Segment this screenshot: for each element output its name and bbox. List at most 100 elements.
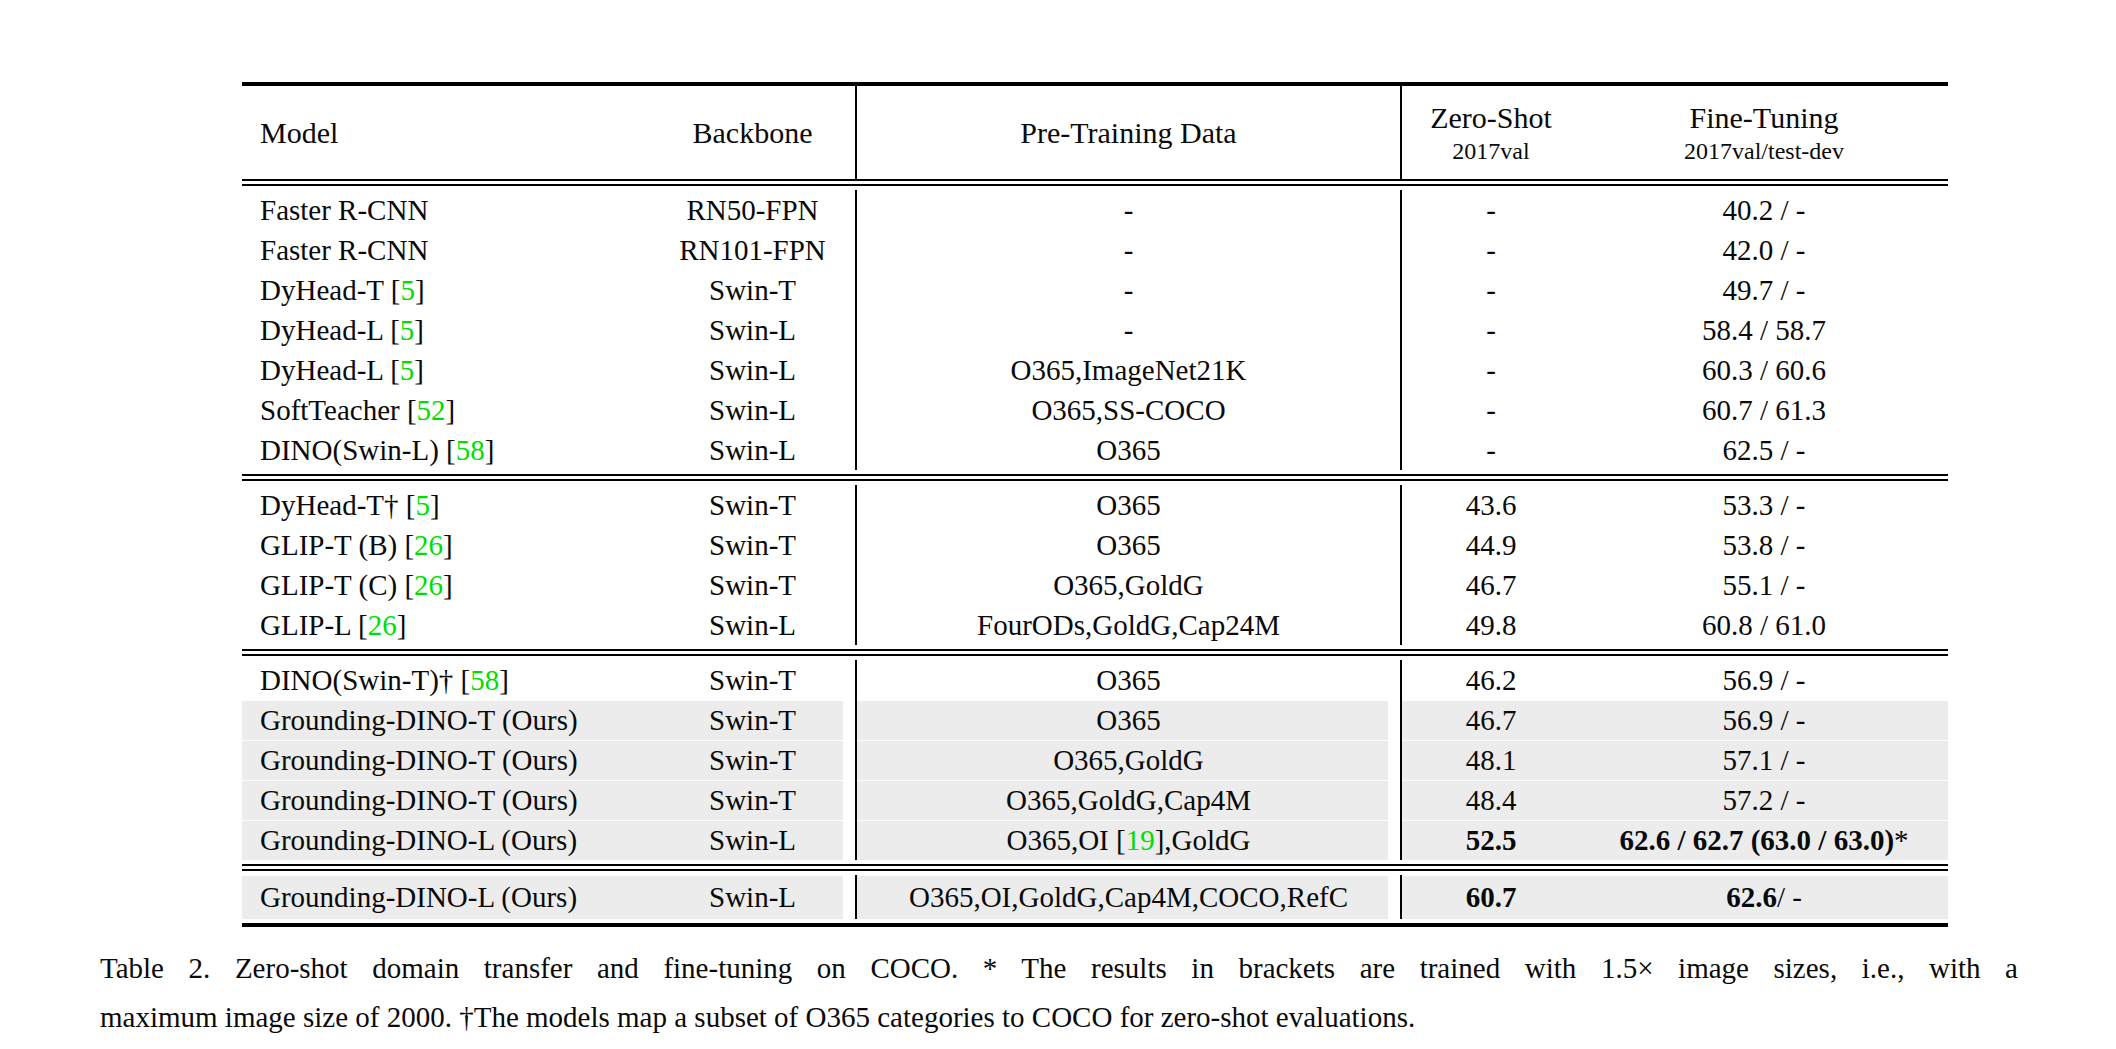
cell-model: DyHead-L [5] <box>242 310 650 350</box>
column-header-zero-shot: Zero-Shot 2017val <box>1400 86 1580 179</box>
cell-backbone: Swin-T <box>650 780 855 820</box>
cell-text: 52.5 <box>1466 824 1517 857</box>
cell-fine-tuning-ap: 60.3 / 60.6 <box>1580 350 1948 390</box>
fine-tuning-subtitle: 2017val/test-dev <box>1684 136 1844 166</box>
cell-text: ] <box>414 314 424 347</box>
cell-pretraining-data: O365 <box>855 525 1400 565</box>
cell-fine-tuning-ap: 57.2 / - <box>1580 780 1948 820</box>
column-header-fine-tuning: Fine-Tuning 2017val/test-dev <box>1580 86 1948 179</box>
cell-pretraining-data: - <box>855 310 1400 350</box>
cell-model: SoftTeacher [52] <box>242 390 650 430</box>
table-block-zero-shot-models: DyHead-T† [5]Swin-TO36543.653.3 / -GLIP-… <box>242 481 1948 649</box>
cell-backbone: RN101-FPN <box>650 230 855 270</box>
cell-zero-shot-ap: 49.8 <box>1400 605 1580 645</box>
citation-number: 5 <box>400 274 415 307</box>
table-row: SoftTeacher [52]Swin-LO365,SS-COCO-60.7 … <box>242 390 1948 430</box>
cell-model: Grounding-DINO-T (Ours) <box>242 740 650 780</box>
cell-fine-tuning-ap: 40.2 / - <box>1580 190 1948 230</box>
cell-fine-tuning-ap: 49.7 / - <box>1580 270 1948 310</box>
cell-pretraining-data: FourODs,GoldG,Cap24M <box>855 605 1400 645</box>
cell-pretraining-data: - <box>855 190 1400 230</box>
cell-pretraining-data: O365,GoldG,Cap4M <box>855 780 1400 820</box>
table-bottom-rule <box>242 923 1948 927</box>
cell-zero-shot-ap: - <box>1400 230 1580 270</box>
cell-backbone: Swin-L <box>650 875 855 919</box>
table-row: Faster R-CNNRN50-FPN--40.2 / - <box>242 190 1948 230</box>
cell-backbone: Swin-T <box>650 270 855 310</box>
cell-text: / - <box>1777 881 1802 914</box>
table-row: DyHead-L [5]Swin-L--58.4 / 58.7 <box>242 310 1948 350</box>
cell-text: Grounding-DINO-T (Ours) <box>260 784 578 817</box>
cell-text: ] <box>430 489 440 522</box>
cell-text: Faster R-CNN <box>260 194 428 227</box>
citation-number: 5 <box>415 489 430 522</box>
caption-line-1: Table 2. Zero-shot domain transfer and f… <box>100 944 2018 993</box>
cell-fine-tuning-ap: 53.3 / - <box>1580 485 1948 525</box>
cell-text: O365,OI [ <box>1006 824 1125 857</box>
column-header-backbone: Backbone <box>650 86 855 179</box>
table-row: GLIP-L [26]Swin-LFourODs,GoldG,Cap24M49.… <box>242 605 1948 645</box>
cell-zero-shot-ap: - <box>1400 310 1580 350</box>
cell-text: ],GoldG <box>1155 824 1251 857</box>
cell-model: Faster R-CNN <box>242 230 650 270</box>
cell-fine-tuning-ap: 56.9 / - <box>1580 700 1948 740</box>
cell-text: ] <box>499 664 509 697</box>
citation-number: 58 <box>456 434 485 467</box>
cell-backbone: Swin-T <box>650 525 855 565</box>
cell-fine-tuning-ap: 57.1 / - <box>1580 740 1948 780</box>
cell-text: Faster R-CNN <box>260 234 428 267</box>
cell-zero-shot-ap: 46.7 <box>1400 565 1580 605</box>
table-block-grounding-dino: DINO(Swin-T)† [58]Swin-TO36546.256.9 / -… <box>242 656 1948 864</box>
table-block-grounding-dino-full-data: Grounding-DINO-L (Ours)Swin-LO365,OI,Gol… <box>242 871 1948 923</box>
block-separator-rule <box>242 474 1948 481</box>
cell-text: Grounding-DINO-T (Ours) <box>260 704 578 737</box>
cell-zero-shot-ap: 48.4 <box>1400 780 1580 820</box>
cell-text: DyHead-L [ <box>260 314 400 347</box>
table-row: Grounding-DINO-T (Ours)Swin-TO36546.756.… <box>242 700 1948 740</box>
cell-model: GLIP-T (B) [26] <box>242 525 650 565</box>
cell-backbone: Swin-T <box>650 660 855 700</box>
cell-zero-shot-ap: 60.7 <box>1400 875 1580 919</box>
cell-pretraining-data: O365 <box>855 485 1400 525</box>
cell-pretraining-data: O365 <box>855 430 1400 470</box>
cell-zero-shot-ap: 43.6 <box>1400 485 1580 525</box>
table-row: DINO(Swin-L) [58]Swin-LO365-62.5 / - <box>242 430 1948 470</box>
cell-zero-shot-ap: - <box>1400 190 1580 230</box>
cell-backbone: Swin-T <box>650 565 855 605</box>
cell-fine-tuning-ap: 42.0 / - <box>1580 230 1948 270</box>
table-row: Grounding-DINO-L (Ours)Swin-LO365,OI [19… <box>242 820 1948 860</box>
caption-line-2: maximum image size of 2000. †The models … <box>100 993 2018 1042</box>
cell-backbone: Swin-T <box>650 740 855 780</box>
cell-zero-shot-ap: 48.1 <box>1400 740 1580 780</box>
cell-text: SoftTeacher [ <box>260 394 417 427</box>
zero-shot-title: Zero-Shot <box>1430 99 1552 137</box>
citation-number: 5 <box>400 314 415 347</box>
cell-model: Grounding-DINO-L (Ours) <box>242 820 650 860</box>
results-table: Model Backbone Pre-Training Data Zero-Sh… <box>242 82 1948 927</box>
cell-zero-shot-ap: 46.2 <box>1400 660 1580 700</box>
cell-zero-shot-ap: 46.7 <box>1400 700 1580 740</box>
cell-model: DINO(Swin-T)† [58] <box>242 660 650 700</box>
column-header-model: Model <box>242 86 650 179</box>
column-header-pretraining-data: Pre-Training Data <box>855 86 1400 179</box>
cell-fine-tuning-ap: 58.4 / 58.7 <box>1580 310 1948 350</box>
cell-fine-tuning-ap: 62.5 / - <box>1580 430 1948 470</box>
cell-zero-shot-ap: - <box>1400 430 1580 470</box>
cell-text: GLIP-L [ <box>260 609 368 642</box>
cell-backbone: Swin-L <box>650 820 855 860</box>
cell-fine-tuning-ap: 62.6 / 62.7 (63.0 / 63.0)* <box>1580 820 1948 860</box>
cell-backbone: Swin-L <box>650 390 855 430</box>
cell-zero-shot-ap: 52.5 <box>1400 820 1580 860</box>
citation-number: 26 <box>368 609 397 642</box>
cell-backbone: Swin-L <box>650 350 855 390</box>
cell-backbone: Swin-L <box>650 605 855 645</box>
cell-backbone: RN50-FPN <box>650 190 855 230</box>
cell-text: DyHead-L [ <box>260 354 400 387</box>
table-block-baselines: Faster R-CNNRN50-FPN--40.2 / -Faster R-C… <box>242 186 1948 474</box>
cell-fine-tuning-ap: 56.9 / - <box>1580 660 1948 700</box>
cell-model: DyHead-L [5] <box>242 350 650 390</box>
cell-text: DINO(Swin-T)† [ <box>260 664 470 697</box>
header-separator-rule <box>242 179 1948 186</box>
cell-pretraining-data: O365,GoldG <box>855 740 1400 780</box>
table-row: GLIP-T (B) [26]Swin-TO36544.953.8 / - <box>242 525 1948 565</box>
